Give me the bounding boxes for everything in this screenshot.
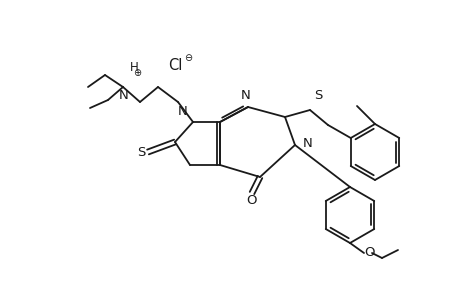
Text: S: S (313, 89, 322, 102)
Text: O: O (246, 194, 257, 208)
Text: Cl: Cl (168, 58, 182, 73)
Text: ⊖: ⊖ (184, 53, 192, 63)
Text: ⊕: ⊕ (133, 68, 141, 78)
Text: N: N (302, 136, 312, 149)
Text: N: N (241, 89, 250, 102)
Text: N: N (119, 89, 129, 102)
Text: H: H (130, 61, 139, 74)
Text: N: N (178, 105, 188, 118)
Text: O: O (363, 247, 374, 260)
Text: S: S (136, 146, 145, 158)
